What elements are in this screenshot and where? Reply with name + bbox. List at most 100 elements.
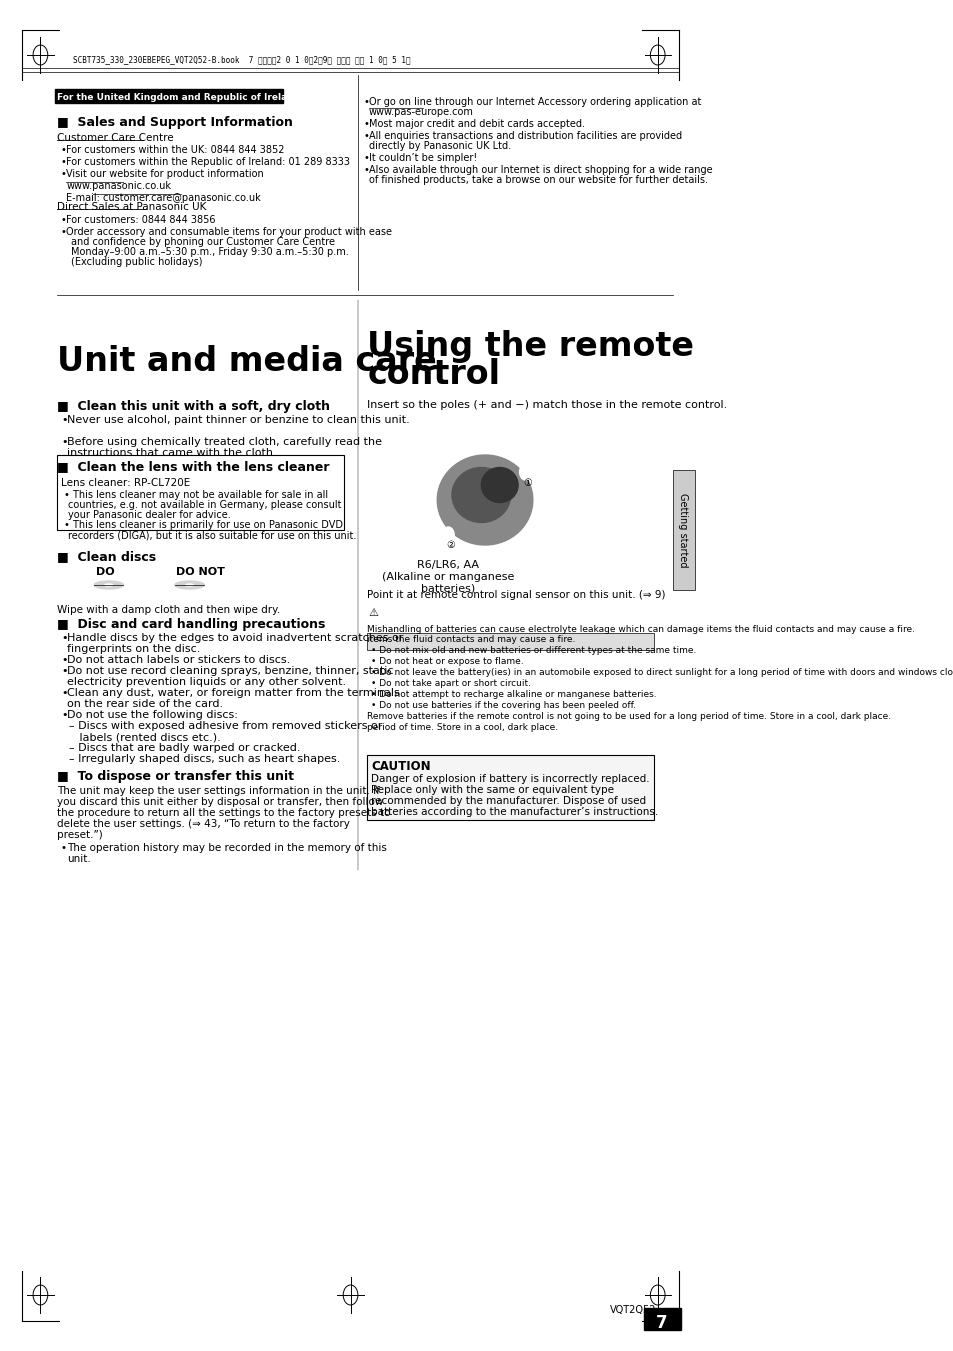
Text: (Excluding public holidays): (Excluding public holidays) [71, 257, 203, 267]
Text: ②: ② [446, 540, 455, 550]
Text: Lens cleaner: RP-CL720E: Lens cleaner: RP-CL720E [61, 478, 190, 488]
Text: All enquiries transactions and distribution facilities are provided: All enquiries transactions and distribut… [369, 131, 681, 141]
Text: •: • [61, 666, 68, 676]
Text: you discard this unit either by disposal or transfer, then follow: you discard this unit either by disposal… [57, 797, 383, 807]
Text: Never use alcohol, paint thinner or benzine to clean this unit.: Never use alcohol, paint thinner or benz… [67, 415, 409, 426]
Text: Or go on line through our Internet Accessory ordering application at: Or go on line through our Internet Acces… [369, 97, 700, 107]
Text: Do not use record cleaning sprays, benzine, thinner, static: Do not use record cleaning sprays, benzi… [67, 666, 393, 676]
Bar [643, 1308, 679, 1329]
Text: •: • [363, 165, 369, 176]
Text: unit.: unit. [67, 854, 91, 865]
Text: Before using chemically treated cloth, carefully read the: Before using chemically treated cloth, c… [67, 436, 381, 447]
Text: ■  Clean the lens with the lens cleaner: ■ Clean the lens with the lens cleaner [57, 459, 330, 473]
Bar [367, 755, 654, 820]
Text: Order accessory and consumable items for your product with ease: Order accessory and consumable items for… [66, 227, 392, 236]
Text: Mishandling of batteries can cause electrolyte leakage which can damage items th: Mishandling of batteries can cause elect… [367, 626, 915, 634]
Text: • Do not use batteries if the covering has been peeled off.: • Do not use batteries if the covering h… [371, 701, 636, 711]
Bar [55, 89, 283, 103]
Text: •: • [61, 711, 68, 720]
Text: control: control [367, 358, 500, 390]
Text: •: • [61, 157, 67, 168]
Text: Do not attach labels or stickers to discs.: Do not attach labels or stickers to disc… [67, 655, 290, 665]
Text: Direct Sales at Panasonic UK: Direct Sales at Panasonic UK [57, 203, 207, 212]
Text: the procedure to return all the settings to the factory presets to: the procedure to return all the settings… [57, 808, 391, 817]
Text: VQT2Q52: VQT2Q52 [609, 1305, 656, 1315]
Text: of finished products, take a browse on our website for further details.: of finished products, take a browse on o… [369, 176, 707, 185]
Text: • Do not attempt to recharge alkaline or manganese batteries.: • Do not attempt to recharge alkaline or… [371, 690, 656, 698]
Text: Also available through our Internet is direct shopping for a wide range: Also available through our Internet is d… [369, 165, 712, 176]
Text: •: • [61, 634, 68, 643]
Text: ■  Disc and card handling precautions: ■ Disc and card handling precautions [57, 617, 325, 631]
Text: your Panasonic dealer for advice.: your Panasonic dealer for advice. [69, 509, 231, 520]
Text: DO: DO [95, 567, 114, 577]
Text: Clean any dust, water, or foreign matter from the terminals: Clean any dust, water, or foreign matter… [67, 688, 399, 698]
Text: • This lens cleaner is primarily for use on Panasonic DVD: • This lens cleaner is primarily for use… [64, 520, 342, 530]
Text: ■  Sales and Support Information: ■ Sales and Support Information [57, 116, 293, 128]
Text: fingerprints on the disc.: fingerprints on the disc. [67, 644, 200, 654]
Text: – Discs that are badly warped or cracked.: – Discs that are badly warped or cracked… [69, 743, 300, 753]
Text: Remove batteries if the remote control is not going to be used for a long period: Remove batteries if the remote control i… [367, 712, 891, 721]
Text: countries, e.g. not available in Germany, please consult: countries, e.g. not available in Germany… [69, 500, 341, 509]
Ellipse shape [481, 467, 517, 503]
Text: www.panasonic.co.uk: www.panasonic.co.uk [66, 181, 171, 190]
Text: batteries according to the manufacturer’s instructions.: batteries according to the manufacturer’… [371, 807, 658, 817]
Text: ■  Clean discs: ■ Clean discs [57, 550, 156, 563]
Text: Monday–9:00 a.m.–5:30 p.m., Friday 9:30 a.m.–5:30 p.m.: Monday–9:00 a.m.–5:30 p.m., Friday 9:30 … [71, 247, 349, 257]
Text: R6/LR6, AA
(Alkaline or manganese
batteries): R6/LR6, AA (Alkaline or manganese batter… [382, 561, 514, 593]
Circle shape [442, 527, 454, 543]
Text: •: • [61, 688, 68, 698]
Text: directly by Panasonic UK Ltd.: directly by Panasonic UK Ltd. [369, 141, 511, 151]
Ellipse shape [105, 584, 112, 586]
Text: Using the remote: Using the remote [367, 330, 694, 363]
Text: delete the user settings. (⇒ 43, “To return to the factory: delete the user settings. (⇒ 43, “To ret… [57, 819, 350, 830]
Text: The unit may keep the user settings information in the unit. If: The unit may keep the user settings info… [57, 786, 380, 796]
Text: •: • [363, 119, 369, 128]
Text: •: • [61, 655, 68, 665]
Text: DO NOT: DO NOT [176, 567, 225, 577]
Ellipse shape [174, 581, 204, 589]
Text: For customers within the Republic of Ireland: 01 289 8333: For customers within the Republic of Ire… [66, 157, 350, 168]
Text: Replace only with the same or equivalent type: Replace only with the same or equivalent… [371, 785, 614, 794]
Text: labels (rented discs etc.).: labels (rented discs etc.). [69, 732, 220, 742]
Text: For the United Kingdom and Republic of Ireland customers: For the United Kingdom and Republic of I… [57, 92, 356, 101]
Text: ①: ① [522, 478, 532, 488]
Text: – Discs with exposed adhesive from removed stickers or: – Discs with exposed adhesive from remov… [69, 721, 382, 731]
Bar [57, 455, 344, 530]
Text: • Do not heat or expose to flame.: • Do not heat or expose to flame. [371, 657, 523, 666]
Text: Handle discs by the edges to avoid inadvertent scratches or: Handle discs by the edges to avoid inadv… [67, 634, 403, 643]
Ellipse shape [94, 581, 123, 589]
Text: • Do not take apart or short circuit.: • Do not take apart or short circuit. [371, 680, 531, 688]
Text: Wipe with a damp cloth and then wipe dry.: Wipe with a damp cloth and then wipe dry… [57, 605, 280, 615]
Text: ⚠: ⚠ [369, 608, 378, 617]
Text: instructions that came with the cloth.: instructions that came with the cloth. [67, 449, 276, 458]
Text: • Do not mix old and new batteries or different types at the same time.: • Do not mix old and new batteries or di… [371, 646, 696, 655]
Text: • Do not leave the battery(ies) in an automobile exposed to direct sunlight for : • Do not leave the battery(ies) in an au… [371, 667, 953, 677]
Text: •: • [61, 215, 67, 226]
Text: Point it at remote control signal sensor on this unit. (⇒ 9): Point it at remote control signal sensor… [367, 590, 665, 600]
Text: •: • [61, 145, 67, 155]
Text: SCBT735_330_230EBEPEG_VQT2Q52-B.book  7 ページ　2 0 1 0年2月9日 火曜日 午前 1 0時 5 1分: SCBT735_330_230EBEPEG_VQT2Q52-B.book 7 ペ… [73, 55, 411, 65]
Text: on the rear side of the card.: on the rear side of the card. [67, 698, 223, 709]
Ellipse shape [186, 584, 193, 586]
Ellipse shape [452, 467, 510, 523]
Text: •: • [61, 436, 68, 447]
Text: •: • [61, 169, 67, 178]
Text: •: • [61, 415, 68, 426]
Text: recorders (DIGA), but it is also suitable for use on this unit.: recorders (DIGA), but it is also suitabl… [69, 530, 356, 540]
Text: www.pas-europe.com: www.pas-europe.com [369, 107, 474, 118]
Text: •: • [363, 131, 369, 141]
Text: It couldn’t be simpler!: It couldn’t be simpler! [369, 153, 476, 163]
Text: 7: 7 [656, 1315, 667, 1332]
Text: Visit our website for product information: Visit our website for product informatio… [66, 169, 264, 178]
Bar [673, 470, 695, 590]
Text: Danger of explosion if battery is incorrectly replaced.: Danger of explosion if battery is incorr… [371, 774, 649, 784]
Text: •: • [363, 97, 369, 107]
Text: ■  Clean this unit with a soft, dry cloth: ■ Clean this unit with a soft, dry cloth [57, 400, 330, 413]
Text: The operation history may be recorded in the memory of this: The operation history may be recorded in… [67, 843, 386, 852]
Text: Unit and media care: Unit and media care [57, 345, 436, 378]
Text: •: • [61, 227, 67, 236]
Text: For customers within the UK: 0844 844 3852: For customers within the UK: 0844 844 38… [66, 145, 284, 155]
Circle shape [519, 463, 531, 480]
Text: Do not use the following discs:: Do not use the following discs: [67, 711, 237, 720]
Text: Insert so the poles (+ and −) match those in the remote control.: Insert so the poles (+ and −) match thos… [367, 400, 727, 409]
